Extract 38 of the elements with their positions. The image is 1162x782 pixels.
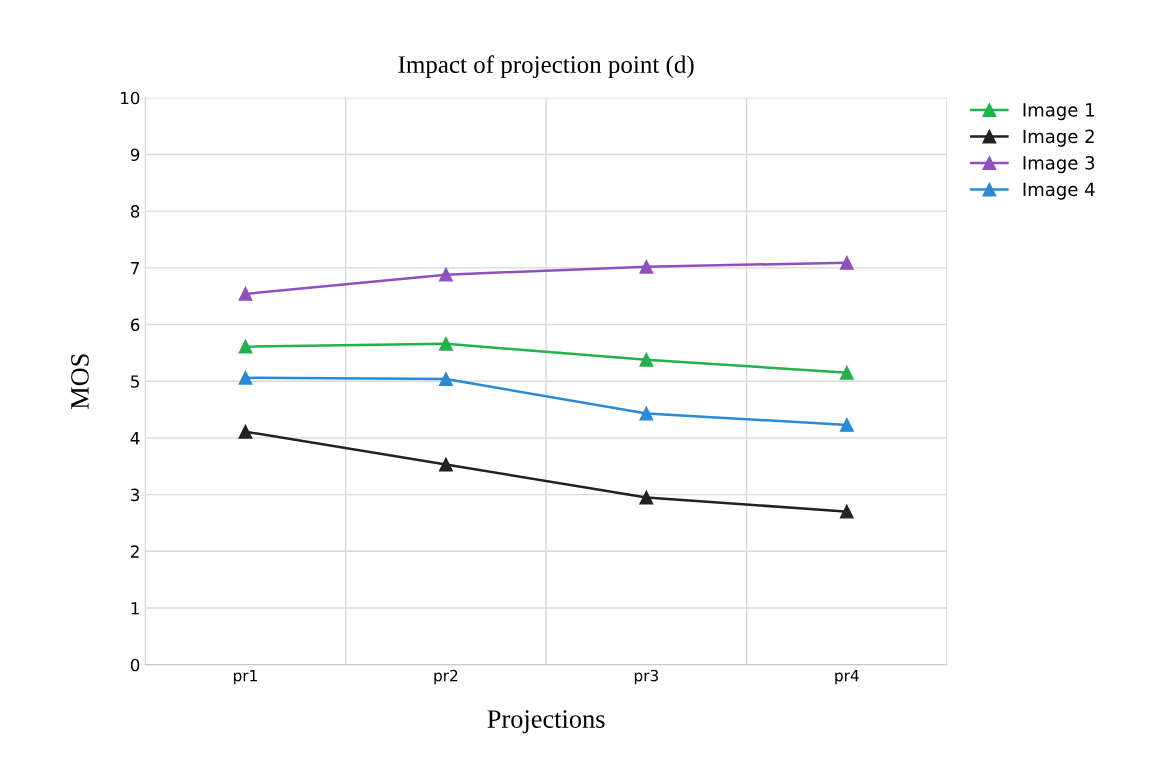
x-tick-label: pr2 [434,669,458,685]
y-tick-label: 5 [131,375,139,388]
point [438,336,453,351]
point [238,286,253,301]
point [238,424,253,439]
y-tick-label: 3 [131,488,140,502]
y-tick-label: 10 [121,91,140,105]
x-axis-title: Projections [487,710,605,734]
point [238,339,253,354]
y-tick-label: 9 [130,148,140,162]
point [839,417,854,432]
point [438,267,453,282]
point [839,365,854,380]
point [839,255,854,270]
legend-label: Image 3 [1023,155,1095,174]
point [438,372,453,386]
legend-label: Image 4 [1023,182,1095,200]
y-tick-label: 4 [130,432,140,445]
point [639,352,654,367]
legend-label: Image 1 [1023,103,1094,121]
x-tick-label: pr1 [234,670,257,685]
y-tick-label: 8 [130,205,140,218]
x-tick-label: pr3 [634,669,658,685]
y-axis-title: MOS [71,354,89,410]
y-tick-label: 1 [131,602,139,615]
point [639,259,654,274]
x-tick-label: pr4 [835,670,859,685]
y-tick-label: 7 [131,262,139,275]
y-tick-label: 6 [130,318,140,332]
point [438,457,453,472]
legend-label: Image 2 [1023,129,1094,147]
point [839,504,854,519]
y-tick-label: 2 [131,545,139,558]
y-tick-label: 0 [130,658,140,672]
point [238,370,253,385]
point [639,406,654,421]
chart-title: Impact of projection point (d) [398,55,694,79]
point [639,490,654,505]
